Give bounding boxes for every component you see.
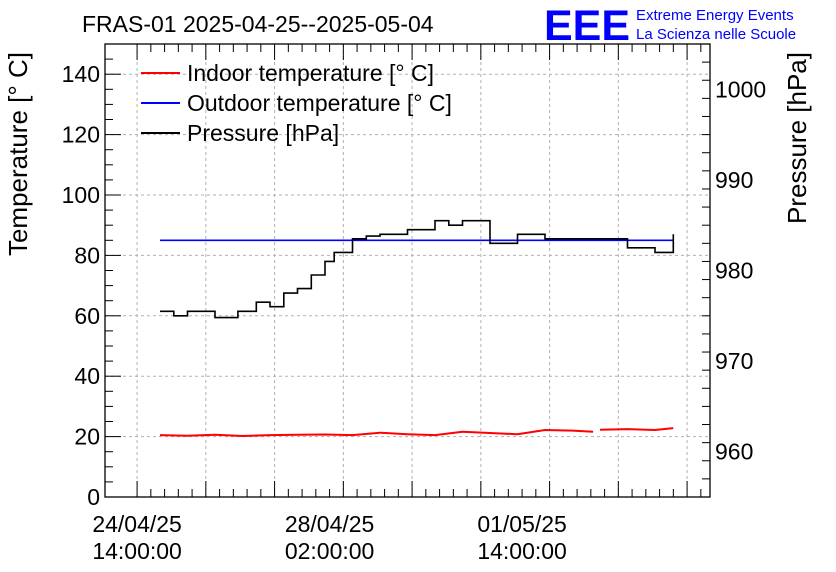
eee-logo-mark: EEE	[544, 2, 630, 50]
axes-layer: 0 20 40 60 80 100 120 140 960 970 980 990 1000 24/04/…	[62, 43, 766, 564]
series-line-indoor	[159, 428, 594, 438]
x-tick-label-time: 14:00:00	[477, 538, 567, 564]
x-tick-label-time: 02:00:00	[285, 538, 375, 564]
y2-tick-label: 990	[715, 167, 753, 193]
y2-tick-label: 980	[715, 258, 753, 284]
y-tick-label: 100	[62, 182, 100, 208]
y-tick-label: 80	[74, 242, 100, 268]
y-tick-label: 120	[62, 122, 100, 148]
legend: Indoor temperature [° C] Outdoor temperat…	[141, 60, 452, 146]
y-tick-label: 0	[87, 484, 100, 510]
y-tick-label: 20	[74, 424, 100, 450]
legend-label-indoor: Indoor temperature [° C]	[187, 60, 434, 86]
y-tick-label: 140	[62, 61, 100, 87]
y2-axis-title: Pressure [hPa]	[782, 52, 812, 224]
y2-tick-label: 970	[715, 348, 753, 374]
chart-title: FRAS-01 2025-04-25--2025-05-04	[82, 11, 434, 37]
x-tick-label-date: 01/05/25	[477, 511, 567, 537]
x-tick-label-date: 24/04/25	[92, 511, 182, 537]
series-line-pressure	[160, 219, 675, 319]
series-layer	[159, 219, 675, 438]
x-tick-label-time: 14:00:00	[92, 538, 182, 564]
y2-tick-label: 1000	[715, 76, 766, 102]
series-line-indoor_tail	[599, 427, 674, 432]
legend-label-outdoor: Outdoor temperature [° C]	[187, 90, 452, 116]
eee-logo-line2: La Scienza nelle Scuole	[636, 26, 796, 43]
legend-label-pressure: Pressure [hPa]	[187, 120, 339, 146]
y2-tick-label: 960	[715, 439, 753, 465]
y-tick-label: 40	[74, 363, 100, 389]
eee-logo: EEE Extreme Energy Events La Scienza nel…	[544, 2, 796, 50]
x-tick-label-date: 28/04/25	[285, 511, 375, 537]
y-tick-label: 60	[74, 303, 100, 329]
eee-logo-line1: Extreme Energy Events	[636, 7, 794, 24]
y-axis-title: Temperature [° C]	[3, 52, 33, 256]
